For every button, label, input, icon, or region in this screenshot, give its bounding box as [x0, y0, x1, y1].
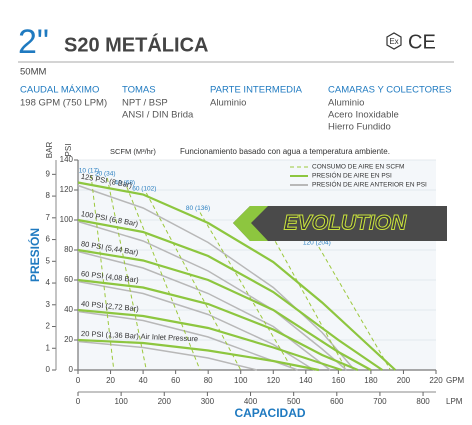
spec-value: Aluminio: [328, 98, 364, 109]
pressure-curve: [77, 248, 372, 371]
pressure-curve: [77, 308, 342, 372]
y-tick-label: 120: [60, 185, 74, 194]
air-line: [126, 186, 201, 371]
y2-tick-label: 6: [46, 235, 51, 244]
y-tick-label: 40: [64, 305, 73, 314]
x2-tick-label: 600: [330, 397, 344, 406]
x-tick-label: 140: [299, 376, 313, 385]
x-tick-label: 220: [429, 376, 443, 385]
air-line: [90, 174, 115, 371]
y-tick-label: 0: [69, 365, 74, 374]
x-unit: GPM: [446, 376, 465, 385]
legend-label: PRESIÓN DE AIRE ANTERIOR EN PSI: [312, 180, 427, 189]
air-line: [264, 222, 347, 371]
x-tick-label: 180: [364, 376, 378, 385]
y2-tick-label: 7: [46, 213, 51, 222]
air-label: 80 (136): [186, 205, 210, 212]
air-line: [106, 177, 147, 371]
y-tick-label: 80: [64, 245, 73, 254]
plot: 0 20 40 60 80 100 120 140 0 1 2 3 4 5 6 7 8 9 0 20 40 60 80 100…: [27, 142, 464, 421]
previous-curve: [77, 250, 331, 371]
y2-tick-label: 5: [46, 256, 51, 265]
y2-tick-label: 1: [46, 343, 51, 352]
x-tick-label: 20: [106, 376, 115, 385]
pressure-curve: [77, 218, 383, 371]
x-tick-label: 160: [332, 376, 346, 385]
air-line: [199, 212, 294, 371]
air-label: 20 (34): [95, 171, 116, 178]
spec-title: TOMAS: [122, 85, 156, 96]
x-tick-label: 100: [234, 376, 248, 385]
banner-text: EVOLUTION: [284, 212, 407, 235]
air-label: 10 (17): [79, 168, 100, 175]
legend-label: CONSUMO DE AIRE EN SCFM: [312, 164, 404, 171]
y2-tick-label: 3: [46, 300, 51, 309]
previous-curve: [77, 184, 356, 371]
spec-title: CAUDAL MÁXIMO: [20, 85, 99, 96]
atex: Ex: [389, 37, 398, 46]
specs: CAUDAL MÁXIMO 198 GPM (750 LPM) TOMAS NPT /…: [20, 85, 452, 133]
y-label: PRESIÓN: [27, 228, 42, 282]
x2-tick-label: 500: [287, 397, 301, 406]
x-tick-label: 40: [139, 376, 148, 385]
spec-value: 198 GPM (750 LPM): [20, 98, 107, 109]
atex-hexagon: [386, 32, 402, 50]
spec-value: ANSI / DIN Brida: [122, 110, 194, 121]
model: S20 METÁLICA: [64, 33, 208, 56]
spec-value: Acero Inoxidable: [328, 110, 399, 121]
x2-tick-label: 200: [158, 397, 172, 406]
y2-tick-label: 4: [46, 278, 51, 287]
legend-label: PRESIÓN DE AIRE EN PSI: [312, 171, 392, 180]
y2-tick-label: 2: [46, 322, 51, 331]
chart-title: Funcionamiento basado con agua a tempera…: [180, 147, 390, 156]
air-line: [318, 246, 391, 371]
spec-title: PARTE INTERMEDIA: [210, 85, 303, 96]
x2-tick-label: 400: [244, 397, 258, 406]
y2-tick-label: 9: [46, 169, 51, 178]
y-tick-label: 20: [64, 335, 73, 344]
y2-unit: BAR: [45, 142, 54, 159]
air-label: 60 (102): [132, 186, 156, 193]
x-tick-label: 80: [204, 376, 213, 385]
x2-tick-label: 0: [76, 397, 81, 406]
y2-tick-label: 8: [46, 191, 51, 200]
x2-unit: LPM: [446, 397, 463, 406]
previous-curve: [77, 310, 298, 371]
x-tick-label: 120: [267, 376, 281, 385]
y-tick-label: 60: [64, 275, 73, 284]
air-label: 40 (68): [115, 180, 136, 187]
y-tick-label: 140: [60, 155, 74, 164]
air-line: [145, 192, 242, 371]
pressure-curve: [77, 338, 320, 372]
x-tick-label: 0: [76, 376, 81, 385]
x2-tick-label: 300: [201, 397, 215, 406]
spec-value: Aluminio: [210, 98, 246, 109]
previous-curve: [77, 220, 347, 371]
banner-arrow: [233, 206, 268, 241]
x-tick-label: 60: [171, 376, 180, 385]
x-label: CAPACIDAD: [234, 406, 305, 420]
y2-tick-label: 0: [46, 365, 51, 374]
spec-value: Hierro Fundido: [328, 122, 391, 133]
banner: [233, 206, 447, 241]
y-tick-label: 100: [60, 215, 74, 224]
plot-background: [78, 160, 436, 370]
air-label: 120 (204): [303, 240, 331, 247]
x2-tick-label: 800: [416, 397, 430, 406]
size: 2": [18, 23, 49, 61]
spec-value: NPT / BSP: [122, 98, 168, 109]
pressure-curve: [77, 278, 359, 372]
x2-tick-label: 700: [373, 397, 387, 406]
x-tick-label: 200: [397, 376, 411, 385]
y-unit: PSI: [64, 144, 73, 157]
spec-title: CAMARAS Y COLECTORES: [328, 85, 452, 96]
ce-mark: CE: [408, 31, 436, 53]
scfm-label: SCFM (M³/hr): [110, 147, 156, 156]
x2-tick-label: 100: [114, 397, 128, 406]
pressure-curve: [77, 181, 397, 371]
bore: 50MM: [20, 67, 46, 78]
